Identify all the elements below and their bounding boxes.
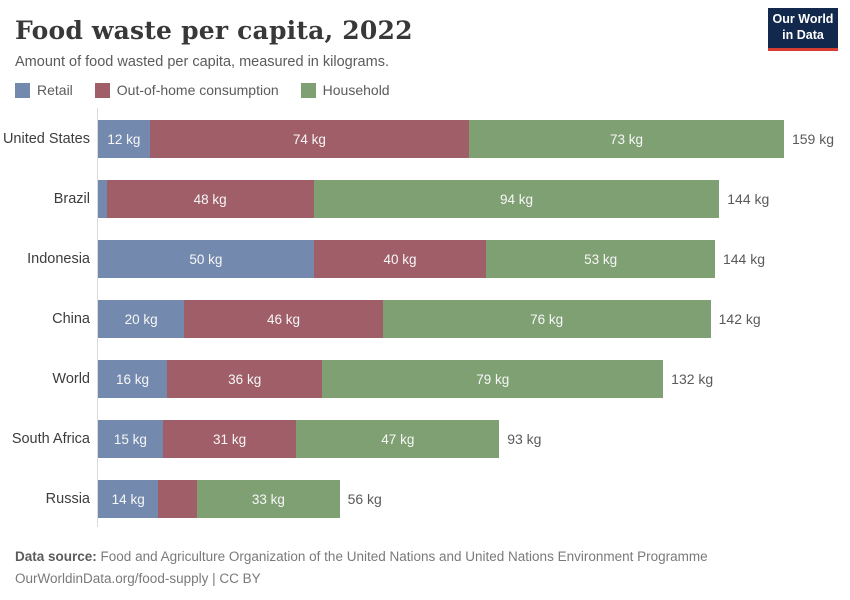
segment-value-label: 76 kg — [530, 311, 564, 327]
segment-value-label: 94 kg — [499, 191, 533, 207]
total-value-label: 142 kg — [718, 311, 761, 327]
bar-segment-retail[interactable]: 16 kg — [98, 360, 168, 398]
bar-segment-retail[interactable] — [98, 180, 107, 218]
legend-item-household[interactable]: Household — [300, 82, 390, 98]
segment-value-label: 53 kg — [584, 251, 618, 267]
segment-value-label: 36 kg — [228, 371, 262, 387]
legend-swatch-icon — [300, 82, 316, 98]
chart-subtitle: Amount of food wasted per capita, measur… — [15, 54, 389, 70]
bar-segment-retail[interactable]: 15 kg — [98, 420, 163, 458]
segment-value-label: 79 kg — [476, 371, 510, 387]
bar-row: Indonesia 50 kg 40 kg 53 kg 144 kg — [0, 240, 765, 278]
bar-segment-out-of-home-consumption[interactable]: 40 kg — [313, 240, 487, 278]
segment-value-label: 12 kg — [107, 131, 141, 147]
bar-segment-out-of-home-consumption[interactable]: 36 kg — [167, 360, 323, 398]
legend-item-out-of-home-consumption[interactable]: Out-of-home consumption — [94, 82, 279, 98]
bar-row: Russia 14 kg 33 kg 56 kg — [0, 480, 382, 518]
segment-value-label: 20 kg — [124, 311, 158, 327]
bar-row: Brazil 48 kg 94 kg 144 kg — [0, 180, 769, 218]
bar-segment-household[interactable]: 73 kg — [469, 120, 784, 158]
data-source-label: Data source: — [15, 549, 97, 564]
segment-value-label: 33 kg — [251, 491, 285, 507]
license-line[interactable]: OurWorldinData.org/food-supply | CC BY — [15, 571, 261, 587]
bar-segment-retail[interactable]: 14 kg — [98, 480, 159, 518]
data-source-line: Data source: Food and Agriculture Organi… — [15, 546, 708, 568]
page-title: Food waste per capita, 2022 — [15, 16, 413, 45]
bar-segments: 14 kg 33 kg — [98, 480, 340, 518]
bar-row: China 20 kg 46 kg 76 kg 142 kg — [0, 300, 761, 338]
legend: Retail Out-of-home consumption Household — [15, 82, 390, 98]
bar-row: South Africa 15 kg 31 kg 47 kg 93 kg — [0, 420, 541, 458]
total-value-label: 159 kg — [791, 131, 835, 147]
country-label: South Africa — [11, 431, 90, 447]
segment-value-label: 16 kg — [116, 371, 150, 387]
segment-value-label: 50 kg — [189, 251, 223, 267]
bar-segment-out-of-home-consumption[interactable]: 46 kg — [184, 300, 383, 338]
bar-segment-household[interactable]: 53 kg — [486, 240, 715, 278]
segment-value-label: 15 kg — [113, 431, 147, 447]
owid-logo-line1: Our World — [772, 12, 834, 26]
footer: Data source: Food and Agriculture Organi… — [15, 546, 708, 591]
bar-segment-retail[interactable]: 50 kg — [98, 240, 314, 278]
segment-value-label: 46 kg — [266, 311, 301, 327]
segment-value-label: 40 kg — [383, 251, 417, 267]
legend-label: Out-of-home consumption — [116, 82, 279, 98]
country-label: China — [52, 311, 90, 327]
bar-segments: 16 kg 36 kg 79 kg — [98, 360, 664, 398]
y-axis-line — [97, 108, 98, 527]
owid-logo[interactable]: Our World in Data — [768, 8, 838, 52]
bar-row: United States 12 kg 74 kg 73 kg 159 kg — [0, 120, 834, 158]
data-source-text: Food and Agriculture Organization of the… — [100, 549, 708, 564]
bar-segment-out-of-home-consumption[interactable]: 74 kg — [149, 120, 470, 158]
segment-value-label: 48 kg — [193, 191, 227, 207]
country-label: Indonesia — [27, 251, 90, 267]
bar-segments: 20 kg 46 kg 76 kg — [98, 300, 711, 338]
legend-label: Retail — [37, 82, 73, 98]
owid-logo-line2: in Data — [782, 27, 824, 42]
bar-segment-household[interactable]: 33 kg — [197, 480, 340, 518]
legend-label: Household — [322, 82, 390, 98]
bar-segments: 15 kg 31 kg 47 kg — [98, 420, 500, 458]
country-label: Russia — [45, 491, 90, 507]
bar-segments: 48 kg 94 kg — [98, 180, 720, 218]
segment-value-label: 31 kg — [213, 431, 247, 447]
stacked-bar-chart: United States 12 kg 74 kg 73 kg 159 kg Brazil… — [0, 108, 850, 533]
bar-segment-household[interactable]: 94 kg — [313, 180, 720, 218]
bar-segment-out-of-home-consumption[interactable]: 48 kg — [106, 180, 314, 218]
bar-row: World 16 kg 36 kg 79 kg 132 kg — [0, 360, 713, 398]
segment-value-label: 73 kg — [609, 131, 644, 147]
country-label: Brazil — [53, 191, 90, 207]
segment-value-label: 47 kg — [381, 431, 415, 447]
segment-value-label: 74 kg — [292, 131, 326, 147]
total-value-label: 56 kg — [347, 491, 382, 507]
bar-segment-out-of-home-consumption[interactable]: 31 kg — [162, 420, 297, 458]
country-label: United States — [2, 131, 90, 147]
bar-segments: 50 kg 40 kg 53 kg — [98, 240, 715, 278]
legend-swatch-icon — [15, 82, 30, 98]
bar-segment-out-of-home-consumption[interactable] — [158, 480, 198, 518]
total-value-label: 144 kg — [727, 191, 770, 207]
bar-segments: 12 kg 74 kg 73 kg — [98, 120, 784, 158]
bar-segment-household[interactable]: 47 kg — [296, 420, 500, 458]
legend-swatch-icon — [94, 82, 110, 98]
total-value-label: 144 kg — [722, 251, 765, 267]
bar-segment-household[interactable]: 76 kg — [382, 300, 711, 338]
bar-segment-retail[interactable]: 12 kg — [98, 120, 150, 158]
total-value-label: 132 kg — [671, 371, 714, 387]
bar-segment-retail[interactable]: 20 kg — [98, 300, 185, 338]
segment-value-label: 14 kg — [111, 491, 145, 507]
total-value-label: 93 kg — [507, 431, 542, 447]
legend-item-retail[interactable]: Retail — [15, 82, 73, 98]
bar-segment-household[interactable]: 79 kg — [322, 360, 664, 398]
country-label: World — [52, 371, 90, 387]
